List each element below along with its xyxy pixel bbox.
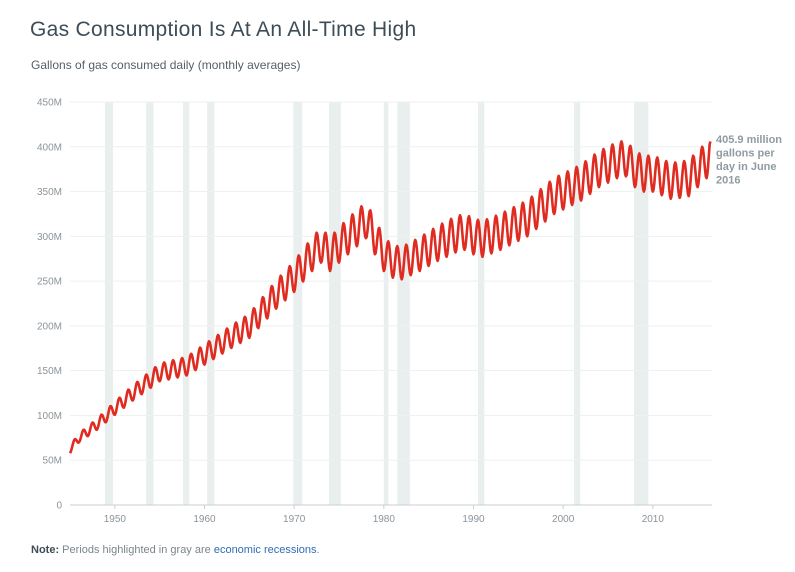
recession-band-4 <box>293 102 303 505</box>
recession-band-9 <box>573 102 581 505</box>
y-tick-label-8: 400M <box>37 142 62 153</box>
annotation-line-3: 2016 <box>716 175 740 187</box>
y-tick-label-2: 100M <box>37 411 62 422</box>
gas-consumption-series-line <box>68 140 712 454</box>
chart-title: Gas Consumption Is At An All-Time High <box>30 18 417 41</box>
recession-note: Note: Periods highlighted in gray are ec… <box>31 544 320 556</box>
y-tick-label-3: 150M <box>37 366 62 377</box>
x-tick-label-2: 1970 <box>283 514 306 525</box>
x-tick-label-6: 2010 <box>642 514 665 525</box>
recession-band-6 <box>383 102 389 505</box>
x-tick-label-0: 1950 <box>104 514 127 525</box>
y-tick-label-9: 450M <box>37 98 62 109</box>
y-tick-label-1: 50M <box>43 456 62 467</box>
x-tick-label-4: 1990 <box>462 514 485 525</box>
x-tick-label-5: 2000 <box>552 514 575 525</box>
chart-subtitle: Gallons of gas consumed daily (monthly a… <box>31 58 301 72</box>
y-tick-label-5: 250M <box>37 277 62 288</box>
recession-band-7 <box>397 102 410 505</box>
note-label: Note: <box>31 544 60 556</box>
annotation-line-0: 405.9 million <box>716 134 782 146</box>
annotation-line-1: gallons per <box>716 148 775 160</box>
note-end: . <box>316 544 320 556</box>
x-tick-label-1: 1960 <box>193 514 216 525</box>
recession-band-8 <box>477 102 485 505</box>
y-tick-label-7: 350M <box>37 187 62 198</box>
annotation-line-2: day in June <box>716 161 777 173</box>
recession-band-1 <box>146 102 154 505</box>
economic-recessions-link[interactable]: economic recessions <box>213 544 317 556</box>
recession-band-10 <box>633 102 649 505</box>
recession-band-2 <box>182 102 190 505</box>
y-tick-label-6: 300M <box>37 232 62 243</box>
y-tick-label-0: 0 <box>56 501 62 512</box>
recession-band-0 <box>104 102 114 505</box>
y-tick-label-4: 200M <box>37 321 62 332</box>
recession-band-5 <box>329 102 341 505</box>
recession-band-3 <box>207 102 215 505</box>
note-text: Periods highlighted in gray are <box>62 544 211 556</box>
x-tick-label-3: 1980 <box>373 514 396 525</box>
